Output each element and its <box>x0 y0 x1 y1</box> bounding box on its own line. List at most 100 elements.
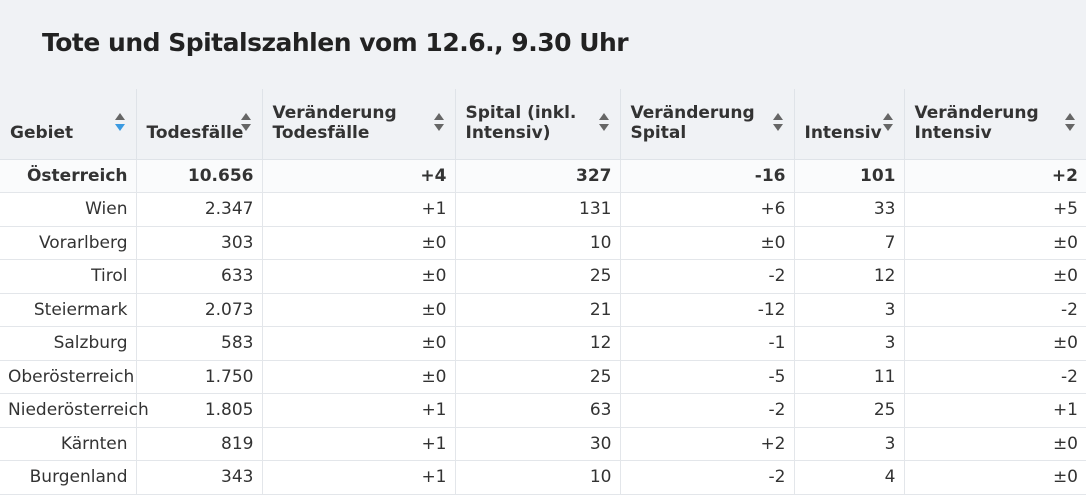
table-cell: ±0 <box>904 259 1086 294</box>
table-cell: 2.347 <box>136 192 263 227</box>
sort-icon[interactable] <box>598 113 610 131</box>
column-header-label: Intensiv <box>804 122 882 143</box>
table-cell: 327 <box>455 159 621 193</box>
table-row: Kärnten 819 +1 30 +2 3 ±0 <box>0 427 1086 461</box>
column-header-label: Veränderung Spital <box>630 103 755 143</box>
table-cell: +1 <box>262 427 456 461</box>
sort-icon[interactable] <box>772 113 784 131</box>
table-header: Gebiet Todesfälle Veränderung Todesfälle Sp… <box>0 89 1086 160</box>
table-cell: Tirol <box>0 259 137 294</box>
column-header-6[interactable]: Veränderung Intensiv <box>904 89 1086 160</box>
table-cell: 131 <box>455 192 621 227</box>
table-cell: ±0 <box>904 460 1086 495</box>
table-cell: -16 <box>620 159 795 193</box>
table-cell: 11 <box>794 360 905 394</box>
sort-icon[interactable] <box>882 113 894 131</box>
table-cell: Oberösterreich <box>0 360 137 394</box>
table-cell: 1.750 <box>136 360 263 394</box>
column-header-2[interactable]: Veränderung Todesfälle <box>262 89 456 160</box>
title-bar: Tote und Spitalszahlen vom 12.6., 9.30 U… <box>0 0 1086 89</box>
table-cell: ±0 <box>262 259 456 294</box>
table-cell: 303 <box>136 226 263 260</box>
table-row: Vorarlberg 303 ±0 10 ±0 7 ±0 <box>0 226 1086 260</box>
table-cell: +5 <box>904 192 1086 227</box>
table-cell: Salzburg <box>0 326 137 361</box>
table-cell: -1 <box>620 326 795 361</box>
sort-icon[interactable] <box>240 113 252 131</box>
table-cell: ±0 <box>262 326 456 361</box>
column-header-label: Spital (inkl. Intensiv) <box>465 103 577 143</box>
table-cell: 10 <box>455 226 621 260</box>
table-cell: 12 <box>794 259 905 294</box>
table-cell: 3 <box>794 427 905 461</box>
column-header-5[interactable]: Intensiv <box>794 89 905 160</box>
table-cell: ±0 <box>904 326 1086 361</box>
table-cell: Steiermark <box>0 293 137 327</box>
table-cell: -2 <box>620 393 795 428</box>
sort-icon[interactable] <box>1065 113 1076 131</box>
table-cell: Österreich <box>0 159 137 193</box>
table-cell: 819 <box>136 427 263 461</box>
table-cell: -2 <box>904 293 1086 327</box>
column-header-label: Todesfälle <box>146 122 244 143</box>
table-cell: 25 <box>455 259 621 294</box>
table-cell: +1 <box>262 460 456 495</box>
table-cell: 583 <box>136 326 263 361</box>
table-cell: +1 <box>904 393 1086 428</box>
table-cell: 101 <box>794 159 905 193</box>
table-cell: -5 <box>620 360 795 394</box>
table-cell: ±0 <box>904 226 1086 260</box>
column-header-4[interactable]: Veränderung Spital <box>620 89 795 160</box>
table-row: Oberösterreich 1.750 ±0 25 -5 11 -2 <box>0 360 1086 394</box>
table-row: Wien 2.347 +1 131 +6 33 +5 <box>0 192 1086 227</box>
column-header-1[interactable]: Todesfälle <box>136 89 263 160</box>
table-cell: ±0 <box>262 360 456 394</box>
table-cell: 25 <box>455 360 621 394</box>
column-header-0[interactable]: Gebiet <box>0 89 137 160</box>
table-cell: 10 <box>455 460 621 495</box>
table-cell: 12 <box>455 326 621 361</box>
table-cell: -2 <box>620 259 795 294</box>
table-cell: Wien <box>0 192 137 227</box>
table-row: Tirol 633 ±0 25 -2 12 ±0 <box>0 259 1086 294</box>
table-row: Salzburg 583 ±0 12 -1 3 ±0 <box>0 326 1086 361</box>
table-cell: +4 <box>262 159 456 193</box>
table-row: Niederösterreich 1.805 +1 63 -2 25 +1 <box>0 393 1086 428</box>
table-cell: -12 <box>620 293 795 327</box>
table-cell: ±0 <box>620 226 795 260</box>
table-row: Österreich 10.656 +4 327 -16 101 +2 <box>0 159 1086 193</box>
table-cell: Kärnten <box>0 427 137 461</box>
table-body: Österreich 10.656 +4 327 -16 101 +2 Wien 2.347 +1… <box>0 159 1086 495</box>
table-cell: 30 <box>455 427 621 461</box>
column-header-label: Gebiet <box>10 122 74 143</box>
sort-icon[interactable] <box>433 113 445 131</box>
table-cell: +1 <box>262 393 456 428</box>
table-cell: 3 <box>794 293 905 327</box>
table-cell: 3 <box>794 326 905 361</box>
table-cell: -2 <box>904 360 1086 394</box>
table-cell: 33 <box>794 192 905 227</box>
sort-active-desc-icon[interactable] <box>114 113 126 131</box>
table-cell: ±0 <box>262 226 456 260</box>
page-title: Tote und Spitalszahlen vom 12.6., 9.30 U… <box>42 28 629 57</box>
table-cell: 343 <box>136 460 263 495</box>
table-cell: Burgenland <box>0 460 137 495</box>
column-header-label: Veränderung Todesfälle <box>272 103 397 143</box>
table-cell: 21 <box>455 293 621 327</box>
column-header-label: Veränderung Intensiv <box>914 103 1039 143</box>
table-row: Burgenland 343 +1 10 -2 4 ±0 <box>0 460 1086 495</box>
table-cell: ±0 <box>262 293 456 327</box>
table-cell: -2 <box>620 460 795 495</box>
table-cell: ±0 <box>904 427 1086 461</box>
table-cell: 63 <box>455 393 621 428</box>
table-cell: 2.073 <box>136 293 263 327</box>
table-cell: 633 <box>136 259 263 294</box>
table-cell: 10.656 <box>136 159 263 193</box>
header-row: Gebiet Todesfälle Veränderung Todesfälle Sp… <box>0 89 1086 160</box>
table-cell: +6 <box>620 192 795 227</box>
table-cell: +2 <box>904 159 1086 193</box>
table-cell: +1 <box>262 192 456 227</box>
column-header-3[interactable]: Spital (inkl. Intensiv) <box>455 89 621 160</box>
table-cell: 7 <box>794 226 905 260</box>
table-cell: 4 <box>794 460 905 495</box>
